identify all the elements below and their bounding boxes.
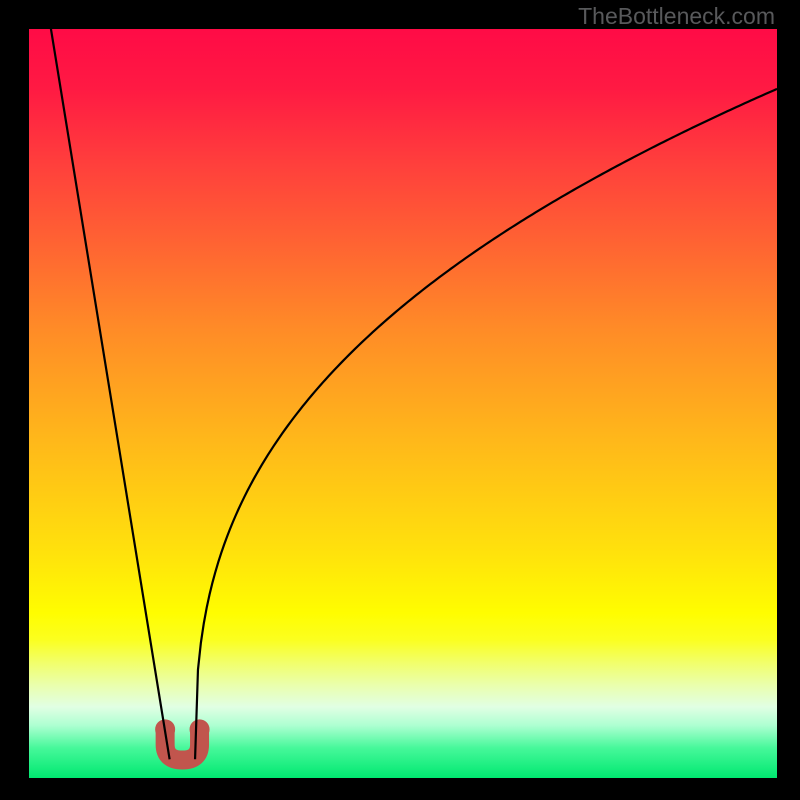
chart-container: TheBottleneck.com bbox=[0, 0, 800, 800]
valley-marker-endcap-1 bbox=[190, 719, 210, 739]
bottleneck-chart bbox=[0, 0, 800, 800]
watermark-text: TheBottleneck.com bbox=[578, 3, 775, 30]
